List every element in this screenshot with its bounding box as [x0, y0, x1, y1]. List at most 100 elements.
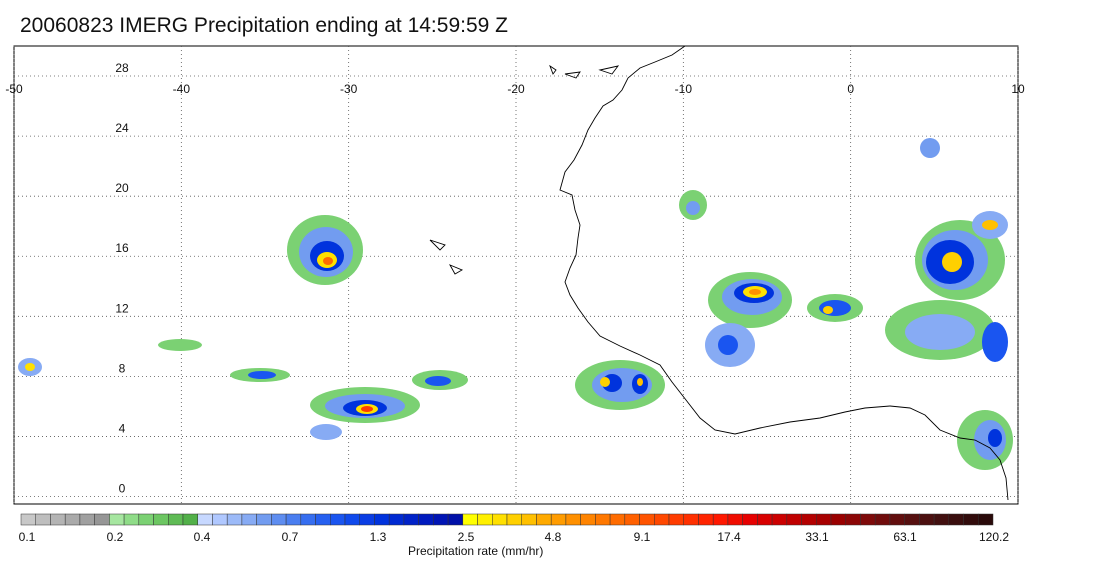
colorbar-cell	[20, 513, 36, 526]
rain-cells-west-africa-coast	[575, 360, 665, 410]
lon-tick-label: 0	[847, 82, 854, 96]
coastline	[429, 45, 1009, 501]
colorbar-tick-label: 0.2	[107, 530, 124, 544]
colorbar-cell	[241, 513, 257, 526]
colorbar-tick-label: 4.8	[545, 530, 562, 544]
colorbar-cell	[138, 513, 154, 526]
precipitation-field	[18, 138, 1013, 470]
colorbar-cell	[168, 513, 184, 526]
colorbar-cell	[153, 513, 169, 526]
lon-tick-label: -40	[173, 82, 191, 96]
colorbar-cell	[94, 513, 110, 526]
lat-tick-label: 24	[115, 121, 129, 135]
colorbar-cell	[801, 513, 817, 526]
colorbar-cell	[212, 513, 228, 526]
colorbar-cell	[550, 513, 567, 526]
colorbar-cell	[374, 513, 390, 526]
colorbar-cell	[698, 513, 714, 526]
colorbar-cell	[919, 513, 935, 526]
rain-cell-far-west	[18, 358, 42, 376]
lon-tick-label: 10	[1011, 82, 1025, 96]
colorbar-tick-label: 120.2	[979, 530, 1009, 544]
colorbar-cell	[683, 513, 699, 526]
colorbar-cell	[624, 513, 640, 526]
colorbar-cell	[609, 513, 626, 526]
colorbar-tick-label: 0.1	[19, 530, 36, 544]
colorbar-cell	[639, 513, 655, 526]
colorbar-cell	[182, 513, 198, 526]
rain-band-itcz	[158, 339, 468, 440]
colorbar-cell	[418, 513, 434, 526]
colorbar-cell	[889, 513, 905, 526]
colorbar-tick-label: 1.3	[370, 530, 387, 544]
lat-tick-label: 20	[115, 181, 129, 195]
colorbar-cell	[477, 513, 493, 526]
colorbar-cell	[388, 513, 405, 526]
colorbar-cell	[757, 513, 773, 526]
colorbar-cell	[197, 513, 213, 526]
colorbar-cell	[595, 513, 611, 526]
map-title: 20060823 IMERG Precipitation ending at 1…	[20, 14, 508, 37]
lat-tick-label: 0	[119, 481, 126, 495]
colorbar-cell	[845, 513, 861, 526]
colorbar-cell	[904, 513, 920, 526]
lat-tick-label: 8	[119, 361, 126, 375]
colorbar-cell	[462, 513, 478, 526]
colorbar-tick-label: 17.4	[717, 530, 741, 544]
colorbar-cell	[654, 513, 670, 526]
colorbar-cell	[447, 513, 464, 526]
colorbar-tick-label: 0.7	[282, 530, 299, 544]
colorbar-cell	[727, 513, 743, 526]
colorbar-cell	[50, 513, 66, 526]
rain-cells-sahel	[679, 190, 863, 367]
colorbar-cell	[300, 513, 316, 526]
colorbar-cell	[109, 513, 125, 526]
colorbar-cell	[492, 513, 508, 526]
colorbar-cell	[948, 513, 964, 526]
colorbar-cell	[79, 513, 95, 526]
colorbar-cell	[668, 513, 684, 526]
colorbar-cell	[742, 513, 758, 526]
colorbar-tick-label: 63.1	[893, 530, 917, 544]
colorbar-cell	[830, 513, 846, 526]
lon-tick-label: -50	[5, 82, 23, 96]
colorbar-cell	[816, 513, 832, 526]
colorbar-cell	[359, 513, 375, 526]
colorbar-cell	[226, 513, 243, 526]
colorbar-cell	[285, 513, 302, 526]
rain-cell-east	[885, 138, 1013, 470]
colorbar-cell	[874, 513, 891, 526]
colorbar-label: Precipitation rate (mm/hr)	[408, 544, 543, 558]
colorbar-cell	[64, 513, 81, 526]
colorbar-cell	[580, 513, 596, 526]
lon-tick-label: -10	[675, 82, 693, 96]
colorbar-cell	[565, 513, 581, 526]
lon-tick-label: -20	[507, 82, 525, 96]
colorbar-cell	[344, 513, 360, 526]
colorbar-tick-label: 9.1	[634, 530, 651, 544]
colorbar-cell	[536, 513, 552, 526]
colorbar-cell	[978, 513, 994, 526]
colorbar-cell	[771, 513, 788, 526]
colorbar-cell	[315, 513, 331, 526]
colorbar-tick-label: 0.4	[194, 530, 211, 544]
colorbar-cell	[330, 513, 346, 526]
lat-tick-label: 16	[115, 241, 129, 255]
colorbar-cell	[521, 513, 537, 526]
colorbar-cell	[860, 513, 876, 526]
rain-cell-nw-atlantic	[287, 215, 363, 285]
colorbar-cell	[256, 513, 272, 526]
colorbar-tick-label: 2.5	[458, 530, 475, 544]
colorbar-cell	[35, 513, 51, 526]
colorbar-cell	[712, 513, 729, 526]
colorbar-cell	[271, 513, 287, 526]
lon-tick-label: -30	[340, 82, 358, 96]
colorbar-cell	[786, 513, 802, 526]
colorbar-cell	[963, 513, 979, 526]
colorbar-tick-label: 33.1	[805, 530, 829, 544]
lat-tick-label: 28	[115, 61, 129, 75]
colorbar-cell	[933, 513, 950, 526]
colorbar-cell	[123, 513, 140, 526]
